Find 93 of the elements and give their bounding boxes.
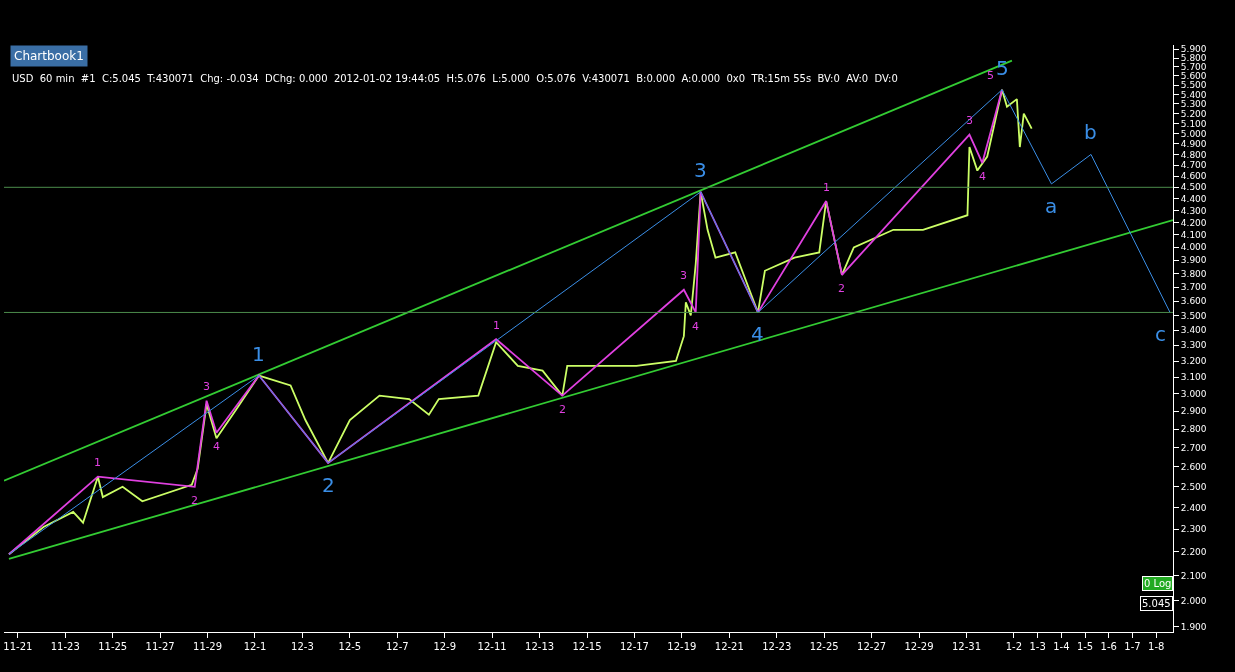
- x-tick-label: 11-25: [98, 641, 128, 652]
- annotation: 4: [692, 320, 699, 333]
- y-tick-label: 4.200: [1180, 217, 1207, 228]
- y-tick-label: 5.500: [1180, 80, 1207, 91]
- y-tick-label: 3.300: [1180, 340, 1207, 351]
- annotation: 3: [680, 269, 687, 282]
- y-tick-label: 2.700: [1180, 442, 1207, 453]
- x-tick-label: 11-27: [145, 641, 175, 652]
- x-tick-label: 12-25: [809, 641, 839, 652]
- annotation: 3: [966, 114, 973, 127]
- y-tick-label: 2.100: [1180, 570, 1207, 581]
- x-tick-label: 12-17: [619, 641, 649, 652]
- annotation: 3: [203, 380, 210, 393]
- x-tick-label: 12-13: [525, 641, 555, 652]
- x-tick-label: 1-2: [1005, 641, 1023, 652]
- x-tick-label: 12-11: [477, 641, 507, 652]
- x-tick-label: 12-9: [433, 641, 457, 652]
- y-tick-label: 4.800: [1180, 149, 1207, 160]
- annotation: 4: [213, 440, 220, 453]
- x-tick-label: 12-1: [243, 641, 267, 652]
- y-tick-label: 5.000: [1180, 128, 1207, 139]
- annotation: 4: [979, 170, 986, 183]
- x-tick-label: 12-7: [385, 641, 409, 652]
- y-tick-label: 1.900: [1180, 621, 1207, 632]
- annotation: 0 Log: [1144, 578, 1172, 589]
- x-tick-label: 1-6: [1100, 641, 1117, 652]
- y-tick-label: 5.100: [1180, 118, 1207, 129]
- text: USD 60 min #1 C:5.045 T:430071 Chg: -0.034 DChg: 0.000 2012-01-02 19:44:05 H:5.076 L:5.000 O:5.076 V:430071 B:0.000 A:0.000 0x0 TR:15m 55s BV:0 AV:0 DV:0: [12, 73, 898, 84]
- chart-title: Chartbook1: [14, 49, 84, 63]
- x-tick-label: 11-21: [3, 641, 33, 652]
- annotation: 4: [751, 322, 764, 346]
- x-tick-label: 12-27: [857, 641, 887, 652]
- y-tick-label: 2.600: [1180, 461, 1207, 472]
- annotation: a: [1045, 194, 1058, 218]
- y-tick-label: 5.700: [1180, 62, 1207, 73]
- y-tick-label: 5.900: [1180, 44, 1207, 55]
- y-tick-label: 5.400: [1180, 89, 1207, 100]
- y-tick-label: 3.900: [1180, 255, 1207, 266]
- annotation: 5.045: [1142, 598, 1171, 609]
- y-tick-label: 4.900: [1180, 139, 1207, 150]
- y-tick-label: 2.000: [1180, 595, 1207, 606]
- y-tick-label: 3.500: [1180, 310, 1207, 321]
- annotation: 1: [94, 456, 101, 469]
- y-tick-label: 4.500: [1180, 182, 1207, 193]
- x-tick-label: 12-19: [667, 641, 697, 652]
- x-tick-label: 12-31: [951, 641, 981, 652]
- y-tick-label: 3.400: [1180, 325, 1207, 336]
- x-tick-label: 1-3: [1029, 641, 1046, 652]
- annotation: 3: [694, 158, 707, 182]
- y-tick-label: 3.100: [1180, 372, 1207, 383]
- annotation: 2: [838, 282, 845, 295]
- annotation: 2: [559, 403, 566, 416]
- annotation: 2: [322, 473, 335, 497]
- y-tick-label: 3.800: [1180, 268, 1207, 279]
- y-tick-label: 3.200: [1180, 356, 1207, 367]
- y-tick-label: 2.300: [1180, 524, 1207, 535]
- x-tick-label: 12-21: [714, 641, 744, 652]
- x-tick-label: 12-5: [338, 641, 362, 652]
- x-tick-label: 1-4: [1053, 641, 1070, 652]
- x-tick-label: 11-23: [50, 641, 80, 652]
- y-tick-label: 4.100: [1180, 229, 1207, 240]
- y-tick-label: 5.800: [1180, 53, 1207, 64]
- annotation: 1: [493, 319, 500, 332]
- y-tick-label: 2.400: [1180, 502, 1207, 513]
- annotation: 2: [191, 494, 198, 507]
- annotation: 1: [823, 181, 830, 194]
- y-tick-label: 3.700: [1180, 282, 1207, 293]
- y-tick-label: 3.600: [1180, 296, 1207, 307]
- annotation: c: [1155, 322, 1166, 346]
- annotation: 5: [987, 69, 994, 82]
- x-tick-label: 1-7: [1124, 641, 1141, 652]
- annotation: 1: [252, 342, 265, 366]
- x-tick-label: 1-5: [1076, 641, 1094, 652]
- x-tick-label: 11-29: [193, 641, 223, 652]
- y-tick-label: 4.300: [1180, 205, 1207, 216]
- x-tick-label: 1-8: [1148, 641, 1165, 652]
- y-tick-label: 2.800: [1180, 424, 1207, 435]
- y-tick-label: 3.000: [1180, 389, 1207, 400]
- y-tick-label: 5.200: [1180, 108, 1207, 119]
- y-tick-label: 5.300: [1180, 99, 1207, 110]
- y-tick-label: 4.400: [1180, 193, 1207, 204]
- y-tick-label: 4.600: [1180, 171, 1207, 182]
- y-tick-label: 2.900: [1180, 406, 1207, 417]
- x-tick-label: 12-23: [762, 641, 792, 652]
- y-tick-label: 2.500: [1180, 481, 1207, 492]
- annotation: b: [1084, 120, 1097, 144]
- x-tick-label: 12-29: [904, 641, 934, 652]
- y-tick-label: 2.200: [1180, 547, 1207, 558]
- y-tick-label: 5.600: [1180, 71, 1207, 82]
- y-tick-label: 4.700: [1180, 160, 1207, 171]
- x-tick-label: 12-15: [572, 641, 602, 652]
- x-tick-label: 12-3: [291, 641, 314, 652]
- y-tick-label: 4.000: [1180, 242, 1207, 253]
